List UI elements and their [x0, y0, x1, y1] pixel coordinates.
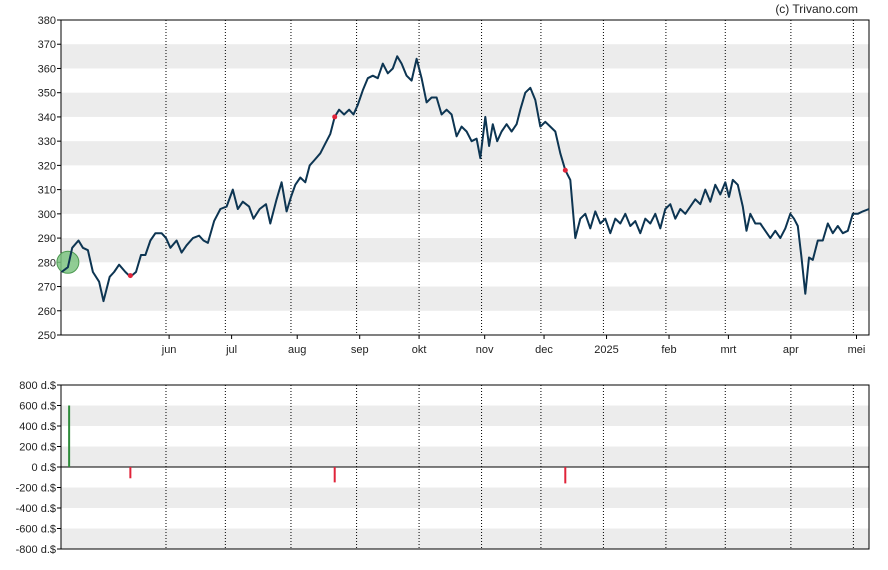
flow-ytick-label: -400 d.$	[16, 503, 56, 515]
price-xtick-label: mei	[848, 344, 866, 356]
price-frame	[60, 19, 870, 336]
price-xtick-label: 2025	[594, 344, 618, 356]
flow-bar	[333, 467, 336, 483]
flow-bar	[564, 467, 567, 484]
flow-panel: -800 d.$ -600 d.$ -400 d.$ -200 d.$ 0 d.$ 200…	[16, 380, 870, 556]
price-xtick-label: dec	[535, 344, 553, 356]
price-ytick-label: 340	[38, 112, 56, 124]
price-line	[60, 55, 870, 303]
price-band	[61, 286, 869, 311]
price-xtick-label: apr	[783, 344, 799, 356]
price-band	[61, 189, 869, 214]
price-ytick-label: 280	[38, 257, 56, 269]
chart-credit: (c) Trivano.com	[775, 2, 858, 16]
price-ytick-label: 380	[38, 15, 56, 27]
price-xtick-label: jun	[161, 344, 177, 356]
flow-ytick-label: -800 d.$	[16, 544, 56, 556]
price-ytick-label: 360	[38, 63, 56, 75]
flow-band	[61, 405, 869, 426]
flow-ytick-label: 600 d.$	[19, 401, 56, 413]
price-ytick-label: 350	[38, 88, 56, 100]
price-marker	[332, 114, 338, 120]
price-marker	[127, 273, 133, 279]
flow-band	[61, 446, 869, 467]
flow-ytick-label: 0 d.$	[32, 462, 56, 474]
flow-band	[61, 487, 869, 508]
price-xtick-label: mrt	[720, 344, 736, 356]
price-xtick-label: jul	[225, 344, 237, 356]
price-xtick-label: nov	[476, 344, 494, 356]
flow-bar	[68, 405, 71, 467]
price-ytick-label: 330	[38, 136, 56, 148]
flow-ytick-label: 200 d.$	[19, 442, 56, 454]
price-band	[61, 92, 869, 117]
price-xtick-label: okt	[412, 344, 427, 356]
price-ytick-label: 260	[38, 306, 56, 318]
price-ytick-label: 290	[38, 233, 56, 245]
price-panel: 250 260 270 280 290 300 310 320 330 340 350 360 370 3…	[38, 15, 870, 356]
price-marker	[562, 167, 568, 173]
flow-bar	[129, 467, 132, 479]
price-xtick-label: aug	[288, 344, 306, 356]
highlight-marker	[56, 250, 80, 274]
price-band	[61, 44, 869, 69]
price-ytick-label: 270	[38, 282, 56, 294]
price-band	[61, 141, 869, 166]
price-xtick-label: sep	[351, 344, 369, 356]
price-ytick-label: 370	[38, 39, 56, 51]
price-band	[61, 238, 869, 263]
price-ytick-label: 320	[38, 160, 56, 172]
price-ytick-label: 310	[38, 185, 56, 197]
price-ytick-label: 300	[38, 209, 56, 221]
flow-band	[61, 528, 869, 549]
flow-ytick-label: -600 d.$	[16, 524, 56, 536]
flow-ytick-label: -200 d.$	[16, 483, 56, 495]
price-ytick-label: 250	[38, 330, 56, 342]
flow-ytick-label: 800 d.$	[19, 380, 56, 392]
price-xtick-label: feb	[661, 344, 676, 356]
flow-ytick-label: 400 d.$	[19, 421, 56, 433]
